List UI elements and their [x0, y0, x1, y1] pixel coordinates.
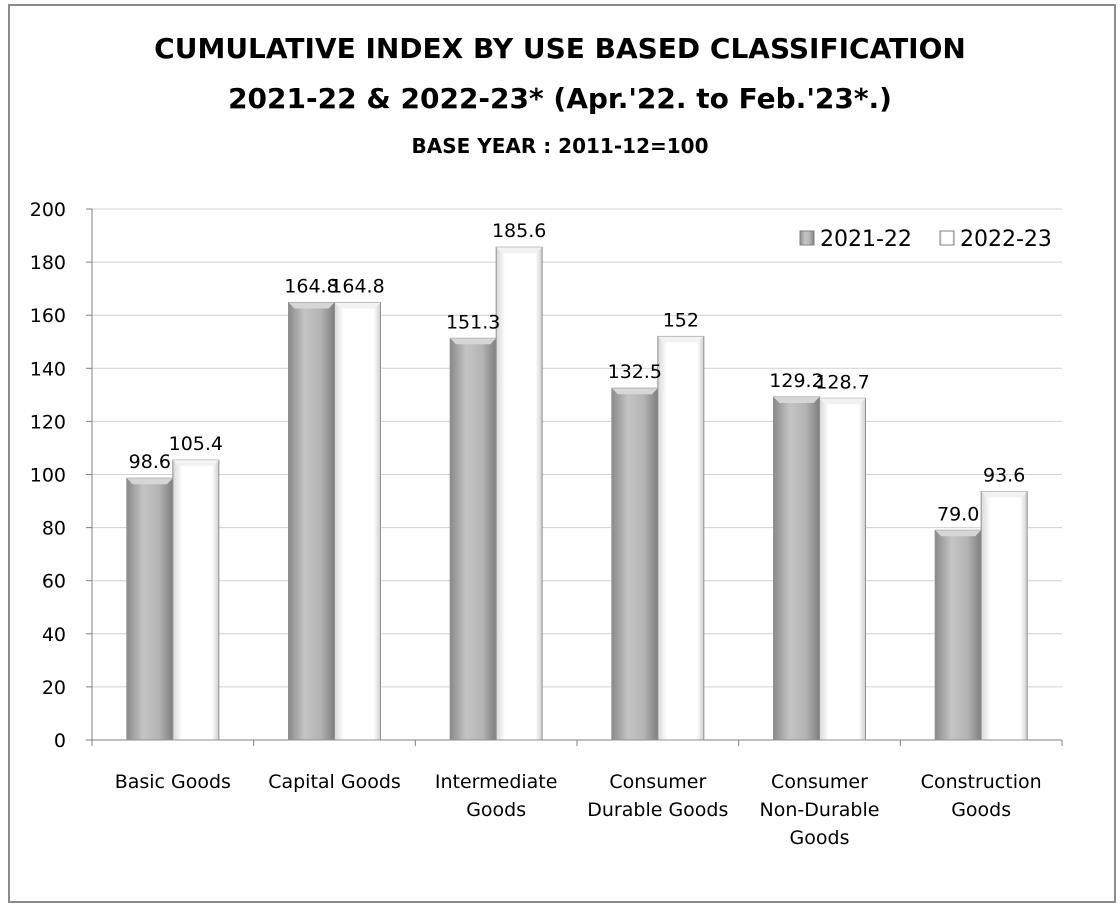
- y-tick-label: 140: [30, 358, 66, 380]
- x-category-label: Capital Goods: [268, 771, 401, 793]
- bar-2021-22: [934, 529, 982, 741]
- bar-2022-23: [980, 490, 1028, 741]
- data-label: 129.2: [769, 370, 823, 392]
- gridlines: [92, 208, 1062, 688]
- chart-frame: [8, 4, 1116, 903]
- data-label: 164.8: [330, 275, 384, 297]
- bar-bevel: [657, 336, 704, 343]
- x-axis-labels: Basic Goods Capital Goods Intermediate Good…: [115, 771, 1042, 849]
- x-category-label: Durable Goods: [587, 799, 728, 821]
- data-label: 185.6: [492, 220, 546, 242]
- y-tick-label: 20: [42, 677, 66, 699]
- data-label: 151.3: [446, 311, 500, 333]
- bar-bevel: [611, 388, 658, 395]
- legend-swatch-2021-22: [799, 230, 815, 246]
- data-label: 164.8: [284, 275, 338, 297]
- x-category-label: Goods: [466, 799, 526, 821]
- legend-label-2022-23: 2022-23: [960, 227, 1052, 252]
- y-tick-label: 100: [30, 465, 66, 487]
- x-category-label: Basic Goods: [115, 771, 231, 793]
- data-label: 152: [663, 309, 699, 331]
- bar-2022-23: [657, 335, 705, 741]
- bar-bevel: [935, 530, 982, 537]
- bar-bevel: [126, 478, 173, 485]
- y-tick-label: 60: [42, 571, 66, 593]
- bar-bevel: [773, 396, 820, 403]
- y-tick-label: 40: [42, 624, 66, 646]
- data-label: 128.7: [815, 371, 869, 393]
- chart-title: CUMULATIVE INDEX BY USE BASED CLASSIFICA…: [154, 32, 966, 65]
- y-tick-label: 120: [30, 411, 66, 433]
- data-label: 132.5: [608, 361, 662, 383]
- legend-swatch-2022-23: [939, 230, 955, 246]
- bar-bevel: [288, 302, 335, 309]
- data-label: 93.6: [983, 464, 1025, 486]
- data-label: 105.4: [169, 433, 223, 455]
- bar-2021-22: [773, 396, 820, 741]
- x-category-label: Goods: [790, 827, 850, 849]
- chart-subtitle: 2021-22 & 2022-23* (Apr.'22. to Feb.'23*…: [228, 82, 892, 115]
- bar-2022-23: [172, 459, 220, 741]
- bar-2021-22: [288, 301, 335, 741]
- bar-2022-23: [334, 301, 381, 741]
- y-axis: 0 20 40 60 80 100 120 140 160 180 200: [30, 199, 1063, 752]
- y-tick-label: 0: [54, 730, 66, 752]
- bar-2022-23: [495, 246, 543, 741]
- bar-bevel: [334, 302, 381, 309]
- bar-2022-23: [819, 397, 866, 741]
- y-tick-label: 80: [42, 518, 66, 540]
- y-tick-label: 200: [30, 199, 66, 221]
- data-label: 79.0: [937, 503, 979, 525]
- bar-2021-22: [449, 337, 497, 741]
- bars: [126, 246, 1028, 741]
- bar-bevel: [981, 491, 1028, 498]
- bar-bevel: [450, 338, 497, 345]
- bar-bevel: [172, 460, 219, 467]
- data-label: 98.6: [129, 451, 171, 473]
- bar-2021-22: [611, 387, 659, 741]
- y-tick-label: 180: [30, 252, 66, 274]
- y-tick-label: 160: [30, 305, 66, 327]
- x-category-label: Construction: [921, 771, 1042, 793]
- x-category-label: Non-Durable: [760, 799, 880, 821]
- bar-bevel: [496, 247, 543, 254]
- bar-2021-22: [126, 477, 174, 741]
- x-category-label: Consumer: [609, 771, 706, 793]
- chart-base-year: BASE YEAR : 2011-12=100: [411, 134, 709, 158]
- legend: 2021-22 2022-23: [799, 227, 1052, 252]
- x-category-label: Intermediate: [435, 771, 558, 793]
- legend-label-2021-22: 2021-22: [820, 227, 912, 252]
- bar-bevel: [819, 398, 866, 405]
- x-category-label: Goods: [951, 799, 1011, 821]
- x-category-label: Consumer: [771, 771, 868, 793]
